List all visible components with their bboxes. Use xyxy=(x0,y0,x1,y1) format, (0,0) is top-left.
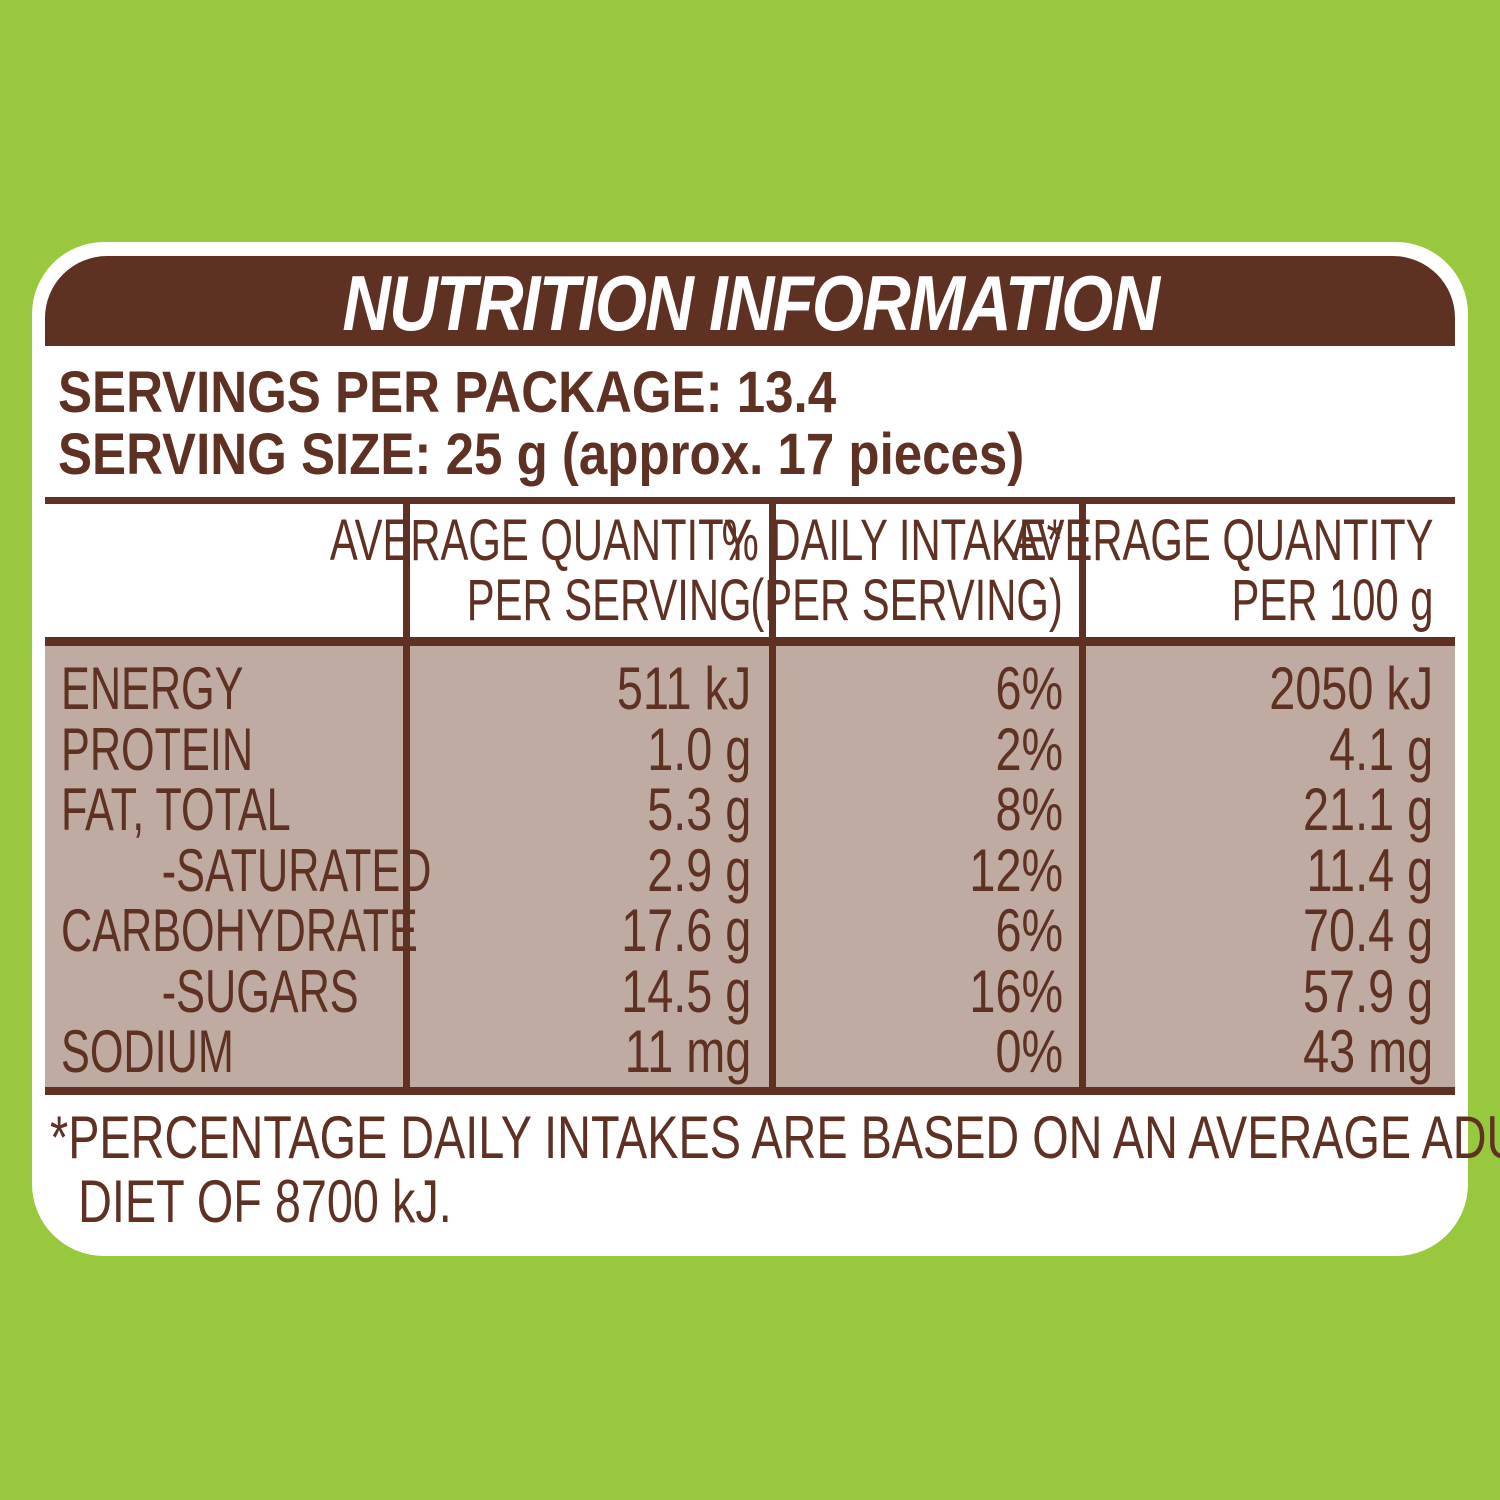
per-serving-column: 511 kJ 1.0 g 5.3 g 2.9 g 17.6 g 14.5 g 1… xyxy=(579,655,751,1085)
per-serving-value: 5.3 g xyxy=(646,776,751,843)
nutrient-label: SODIUM xyxy=(61,1018,234,1085)
per-100g-value: 21.1 g xyxy=(1302,776,1433,843)
per-serving-value: 11 mg xyxy=(624,1018,751,1085)
nutrient-label: CARBOHYDRATE xyxy=(61,897,418,964)
per-serving-value: 14.5 g xyxy=(620,957,751,1025)
daily-intake-value: 8% xyxy=(995,776,1063,843)
column-divider-2 xyxy=(769,501,776,1091)
nutrient-label: -SUGARS xyxy=(161,957,359,1025)
per-serving-value: 511 kJ xyxy=(616,655,751,722)
daily-intake-value: 16% xyxy=(969,957,1063,1025)
nutrient-labels-column: ENERGY PROTEIN FAT, TOTAL -SATURATED CAR… xyxy=(61,655,575,1085)
per-100g-value: 4.1 g xyxy=(1328,715,1433,783)
daily-intake-value: 12% xyxy=(969,836,1063,904)
per-serving-value: 17.6 g xyxy=(620,897,751,964)
per-100g-value: 57.9 g xyxy=(1302,957,1433,1025)
column-divider-3 xyxy=(1079,501,1086,1091)
header-per-100g: AVERAGE QUANTITY PER 100 g xyxy=(1011,508,1433,633)
daily-intake-value: 6% xyxy=(995,897,1063,964)
footnote-line-2: DIET OF 8700 kJ. xyxy=(78,1168,452,1235)
per-100g-value: 70.4 g xyxy=(1302,897,1433,964)
per-100g-value: 2050 kJ xyxy=(1269,655,1433,722)
nutrient-label: PROTEIN xyxy=(61,715,254,783)
header-daily-intake: % DAILY INTAKE* (PER SERVING) xyxy=(721,508,1063,633)
footnote-line-1: *PERCENTAGE DAILY INTAKES ARE BASED ON A… xyxy=(50,1104,1500,1171)
nutrient-label: ENERGY xyxy=(61,655,244,722)
per-serving-value: 1.0 g xyxy=(646,715,751,783)
servings-per-package: SERVINGS PER PACKAGE: 13.4 xyxy=(58,360,837,425)
daily-intake-value: 2% xyxy=(995,715,1063,783)
panel-title: NUTRITION INFORMATION xyxy=(342,259,1160,347)
per-100g-value: 43 mg xyxy=(1302,1018,1433,1085)
column-divider-1 xyxy=(403,501,410,1091)
daily-intake-value: 0% xyxy=(995,1018,1063,1085)
serving-size: SERVING SIZE: 25 g (approx. 17 pieces) xyxy=(58,422,1025,487)
per-100g-value: 11.4 g xyxy=(1306,836,1433,904)
table-body-fill xyxy=(45,645,1455,1087)
nutrition-table: AVERAGE QUANTITY PER SERVING % DAILY INT… xyxy=(45,497,1455,1095)
table-bottom-rule xyxy=(45,1087,1455,1095)
per-serving-value: 2.9 g xyxy=(646,836,751,904)
daily-intake-footnote: *PERCENTAGE DAILY INTAKES ARE BASED ON A… xyxy=(50,1106,1500,1234)
daily-intake-column: 6% 2% 8% 12% 6% 16% 0% xyxy=(943,655,1063,1085)
daily-intake-value: 6% xyxy=(995,655,1063,722)
title-banner: NUTRITION INFORMATION xyxy=(45,256,1455,346)
serving-info: SERVINGS PER PACKAGE: 13.4 SERVING SIZE:… xyxy=(58,362,1024,486)
nutrient-label: FAT, TOTAL xyxy=(61,776,291,843)
nutrient-label: -SATURATED xyxy=(161,836,432,904)
table-top-rule xyxy=(45,497,1455,504)
header-bottom-rule xyxy=(45,637,1455,646)
header-per-serving: AVERAGE QUANTITY PER SERVING xyxy=(329,508,751,633)
per-100g-column: 2050 kJ 4.1 g 21.1 g 11.4 g 70.4 g 57.9 … xyxy=(1223,655,1433,1085)
